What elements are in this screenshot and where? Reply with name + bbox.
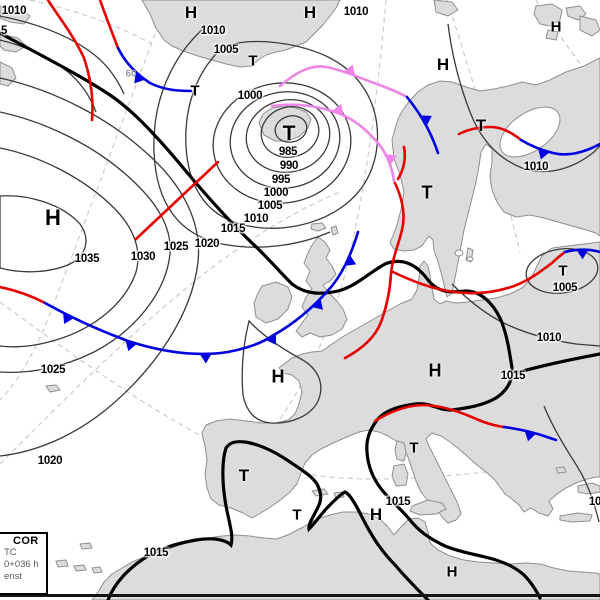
warm-front	[343, 181, 405, 360]
cold-front-marker	[125, 340, 137, 352]
cold-front-marker	[524, 430, 537, 442]
cold-front	[405, 95, 440, 155]
europe-landmass	[201, 241, 600, 524]
cold-front-marker	[343, 64, 356, 76]
sicily-island	[409, 499, 447, 516]
warm-front	[98, 0, 120, 50]
canada-coast	[0, 61, 17, 87]
svalbard-island	[545, 29, 559, 41]
isobar-1015-major	[0, 31, 542, 600]
cold-front-marker	[134, 72, 146, 84]
cold-front-marker	[265, 333, 277, 345]
cold-front-marker	[385, 154, 397, 166]
isobar-1030	[0, 147, 139, 348]
cold-front-marker	[538, 148, 550, 160]
warm-front	[134, 160, 220, 241]
britain-landmass	[295, 236, 348, 338]
shetland-island	[330, 225, 339, 236]
isobars	[0, 15, 600, 523]
parallel-line	[29, 0, 153, 45]
canary-island	[91, 566, 103, 574]
aegean-island	[555, 466, 567, 474]
parallel-line	[0, 191, 341, 465]
cold-front-marker	[576, 249, 589, 260]
isobar-1015	[0, 39, 97, 113]
legend-agency-text: enst	[4, 571, 22, 583]
swedish-lake	[466, 256, 474, 262]
iceland-landmass	[258, 105, 312, 142]
cold-front	[116, 46, 193, 93]
isobar-985	[274, 115, 308, 143]
isobar-1010	[185, 40, 379, 229]
warm-front	[457, 125, 523, 142]
novaya-zemlya-island	[579, 15, 600, 37]
cold-front	[519, 138, 600, 156]
canary-island	[55, 559, 69, 568]
isobar-1015-major	[514, 352, 600, 375]
isobar-1020	[241, 319, 322, 424]
isobar-1010	[447, 23, 600, 173]
faroe-islands	[310, 222, 327, 232]
canada-coast	[0, 5, 31, 25]
crete-island	[559, 512, 593, 523]
legend-forecast-step: 0+036 h	[4, 559, 39, 571]
africa-landmass	[91, 511, 600, 600]
isobar-1020	[0, 77, 200, 457]
isobar-1010	[543, 405, 600, 523]
isobar-1015	[153, 25, 331, 248]
isobar-1005	[525, 247, 599, 295]
swedish-lake	[454, 249, 464, 257]
isobar-990	[260, 106, 320, 158]
cold-front	[43, 230, 360, 356]
warm-front	[373, 403, 506, 429]
isobar-1005	[212, 82, 352, 204]
cold-front-marker	[344, 254, 357, 266]
sardinia-island	[391, 463, 409, 487]
warm-front	[0, 285, 47, 305]
madeira-island	[79, 542, 93, 550]
isobar-1010	[0, 15, 125, 95]
isobar-1035	[0, 195, 87, 273]
cold-front-marker	[420, 115, 432, 126]
legend-box: COR TC 0+036 h enst	[0, 532, 48, 595]
arctic-island	[433, 0, 459, 17]
warm-front	[46, 0, 94, 122]
warm-front	[391, 250, 567, 295]
svalbard-island	[533, 3, 563, 27]
warm-front	[396, 145, 407, 181]
legend-utc-text: TC	[4, 547, 17, 558]
isobar-1015-major	[106, 440, 430, 600]
cold-front-marker	[63, 312, 74, 324]
cold-front-marker	[199, 353, 212, 364]
isobar-1000	[229, 91, 341, 189]
greenland-landmass	[141, 0, 341, 68]
legend-correction-badge: COR	[13, 535, 39, 547]
fronts	[0, 0, 600, 442]
azores-island	[45, 384, 61, 393]
cold-front-marker	[311, 298, 323, 310]
corsica-island	[394, 440, 407, 462]
ireland-landmass	[253, 281, 293, 324]
white-sea	[499, 106, 561, 158]
canary-island	[73, 564, 87, 572]
cold-front-marker	[332, 104, 344, 116]
isobar-995	[245, 99, 331, 173]
map-frame	[0, 594, 600, 597]
cold-front	[563, 248, 600, 254]
major-isobars	[0, 31, 600, 600]
isobar-1025	[0, 111, 171, 374]
